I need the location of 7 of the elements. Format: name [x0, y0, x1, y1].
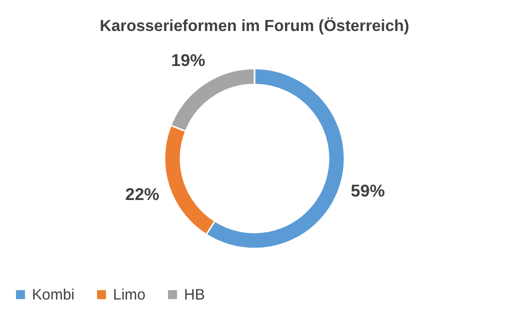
legend-label: HB: [184, 286, 205, 304]
data-label: 19%: [171, 50, 206, 70]
legend-label: Kombi: [32, 286, 75, 304]
data-label: 59%: [350, 181, 385, 200]
data-label: 22%: [125, 184, 160, 204]
legend-label: Limo: [113, 286, 146, 304]
chart-title: Karosserieformen im Forum (Österreich): [100, 17, 410, 35]
